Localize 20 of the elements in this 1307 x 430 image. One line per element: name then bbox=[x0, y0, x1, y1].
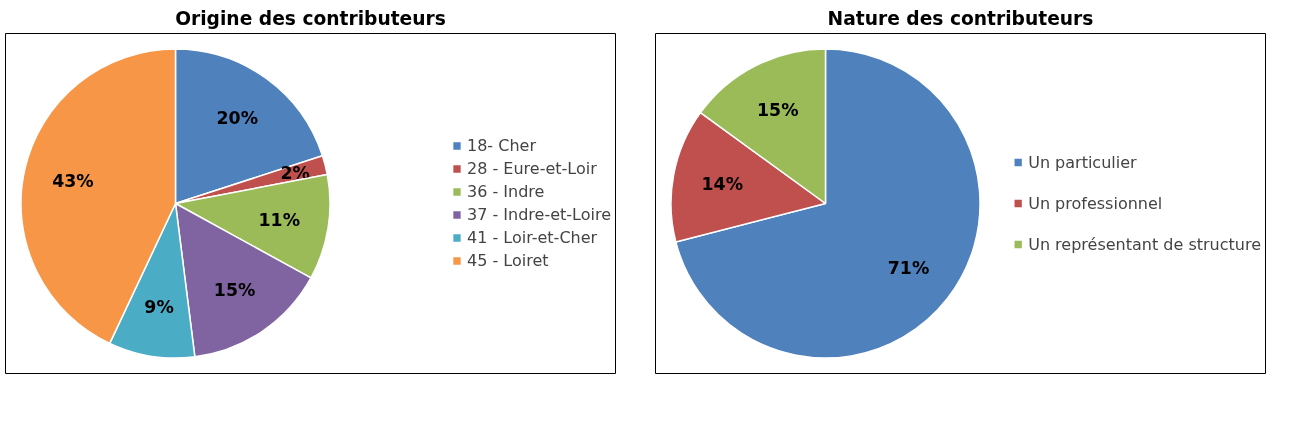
data-label: 15% bbox=[213, 280, 256, 301]
data-label: 9% bbox=[144, 297, 174, 318]
legend-label: 28 - Eure-et-Loir bbox=[467, 159, 597, 178]
data-label: 43% bbox=[52, 170, 94, 191]
chart-title: Nature des contributeurs bbox=[827, 7, 1094, 29]
chart-title: Origine des contributeurs bbox=[175, 7, 446, 29]
legend-label: Un particulier bbox=[1028, 152, 1137, 172]
legend-label: 37 - Indre-et-Loire bbox=[467, 205, 611, 224]
data-label: 20% bbox=[216, 108, 259, 129]
data-label: 11% bbox=[258, 209, 301, 230]
legend-label: 45 - Loiret bbox=[467, 251, 549, 270]
legend-label: 41 - Loir-et-Cher bbox=[467, 228, 598, 247]
legend-label: Un professionnel bbox=[1028, 193, 1163, 213]
data-label: 14% bbox=[701, 173, 744, 194]
legend-label: 18- Cher bbox=[467, 136, 536, 155]
data-label: 71% bbox=[887, 257, 930, 278]
legend-label: Un représentant de structure bbox=[1028, 234, 1261, 254]
legend-label: 36 - Indre bbox=[467, 182, 545, 201]
data-label: 15% bbox=[757, 99, 799, 120]
data-label: 2% bbox=[280, 162, 310, 183]
